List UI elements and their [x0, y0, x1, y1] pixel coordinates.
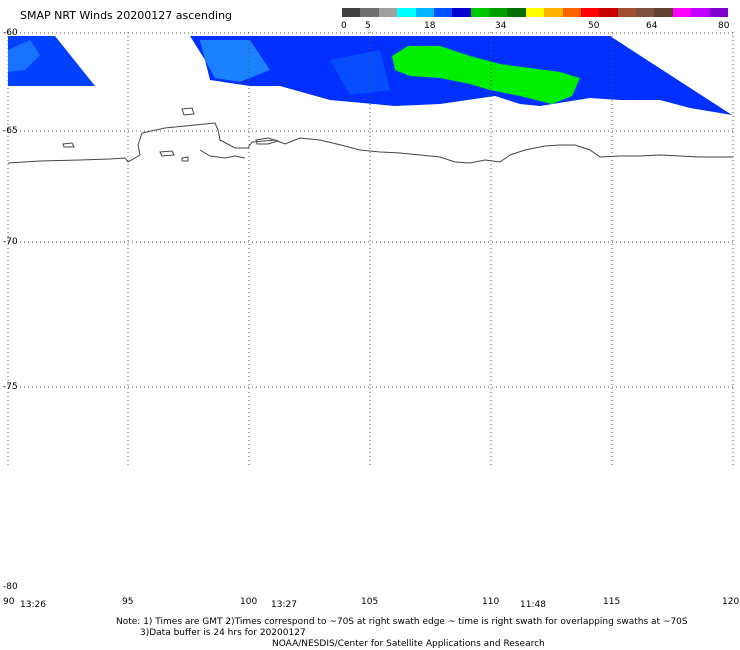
swath-time-2: 13:27: [271, 600, 297, 610]
colorbar-label: 18: [424, 21, 436, 31]
lon-label-90: 90: [3, 597, 15, 607]
lat-label-70: -70: [3, 237, 18, 247]
map-title: SMAP NRT Winds 20200127 ascending: [20, 9, 233, 22]
colorbar-segment: [636, 8, 655, 17]
colorbar-segment: [415, 8, 435, 17]
wind-swath-left-light: [8, 40, 40, 72]
colorbar-segment: [672, 8, 692, 17]
colorbar-segment: [691, 8, 711, 17]
coastline-bay: [199, 149, 246, 159]
lon-label-115: 115: [603, 597, 621, 607]
colorbar-label: 5: [365, 21, 371, 31]
colorbar-segment: [433, 8, 453, 17]
map-grid: [7, 32, 734, 465]
colorbar-segment: [452, 8, 472, 17]
antarctic-coastline: [7, 107, 733, 164]
colorbar-segment: [617, 8, 637, 17]
coastline-island-1: [62, 142, 75, 148]
wind-swath-light-patch: [200, 40, 270, 82]
wind-swath-light-patch-2: [330, 50, 390, 95]
colorbar-segment: [562, 8, 582, 17]
lon-label-120: 120: [722, 597, 740, 607]
lat-label-65: -65: [3, 126, 18, 136]
colorbar-segment: [599, 8, 619, 17]
colorbar-segment: [709, 8, 729, 17]
note-line-1: Note: 1) Times are GMT 2)Times correspon…: [116, 617, 688, 627]
lon-label-105: 105: [361, 597, 379, 607]
colorbar-segment: [654, 8, 674, 17]
lon-label-95: 95: [122, 597, 134, 607]
wind-swath-green: [392, 46, 580, 104]
colorbar-segment: [342, 8, 361, 17]
lat-label-75: -75: [3, 382, 18, 392]
colorbar-segment: [360, 8, 380, 17]
colorbar-segment: [470, 8, 490, 17]
colorbar-segment: [507, 8, 527, 17]
lat-label-60: -60: [3, 28, 18, 38]
colorbar-segment: [378, 8, 398, 17]
colorbar-segment: [489, 8, 508, 17]
colorbar-segment: [544, 8, 564, 17]
note-line-2: 3)Data buffer is 24 hrs for 20200127: [140, 628, 306, 638]
colorbar-label: 64: [646, 21, 658, 31]
colorbar-label: 34: [495, 21, 507, 31]
lon-label-110: 110: [482, 597, 500, 607]
coastline-main: [7, 122, 733, 164]
lat-label-80: -80: [3, 582, 18, 592]
coastline-island-5: [181, 107, 195, 116]
colorbar-segment: [397, 8, 417, 17]
note-line-3: NOAA/NESDIS/Center for Satellite Applica…: [272, 639, 545, 649]
swath-time-1: 13:26: [20, 600, 46, 610]
colorbar-segment: [525, 8, 545, 17]
colorbar-label: 80: [718, 21, 730, 31]
colorbar-segment: [580, 8, 600, 17]
coastline-island-4: [255, 137, 280, 145]
coastline-island-2: [159, 150, 175, 157]
lon-label-100: 100: [240, 597, 258, 607]
colorbar-label: 0: [341, 21, 347, 31]
swath-time-3: 11:48: [520, 600, 546, 610]
coastline-island-3: [181, 156, 189, 162]
colorbar-label: 50: [588, 21, 600, 31]
